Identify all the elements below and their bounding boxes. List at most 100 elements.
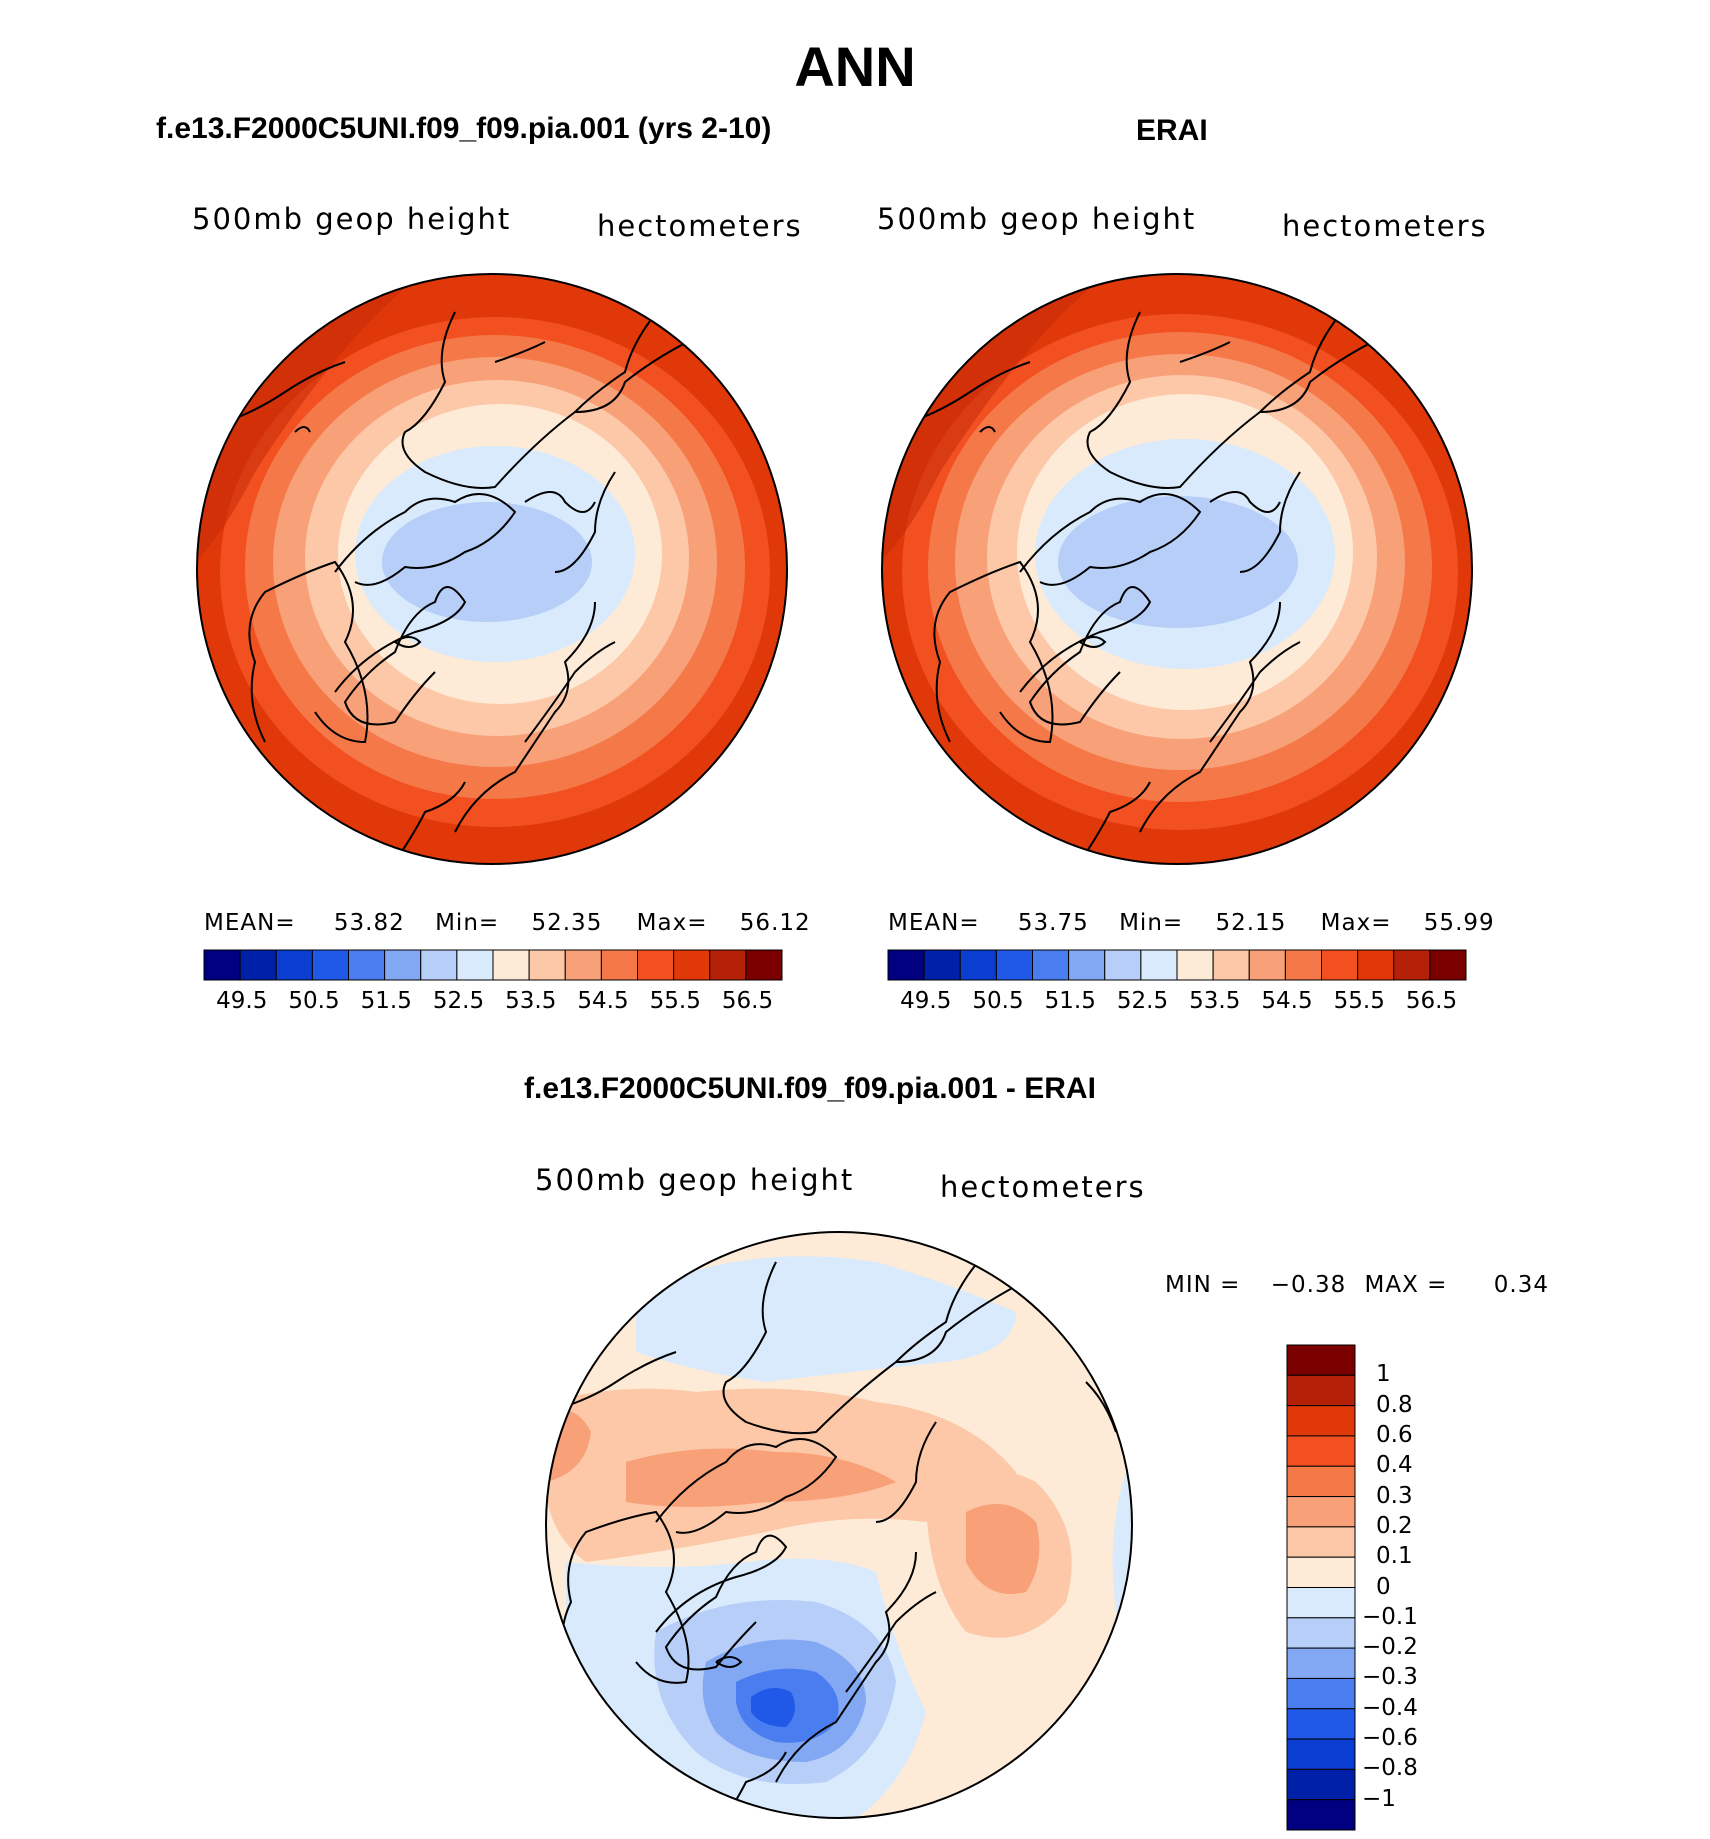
- panel1-max-value: 56.12: [739, 910, 811, 936]
- colorbar-swatch: [492, 949, 530, 981]
- colorbar-swatch: [1286, 1799, 1356, 1831]
- colorbar-swatch: [1176, 949, 1214, 981]
- difference-minmax: MIN = −0.38 MAX = 0.34: [1165, 1272, 1549, 1298]
- colorbar-tick-label: 51.5: [1044, 988, 1096, 1014]
- panel1-coastlines: [224, 291, 786, 863]
- colorbar-swatch: [1286, 1405, 1356, 1437]
- panel2-units-label: hectometers: [1282, 209, 1488, 243]
- colorbar-swatch: [709, 949, 747, 981]
- colorbar-tick-label: −1: [1362, 1785, 1396, 1812]
- panel2-mean-value: 53.75: [1017, 910, 1089, 936]
- panel1-colorbar-ticks: 49.5 50.5 51.5 52.5 53.5 54.5 55.5 56.5: [204, 988, 782, 1018]
- colorbar-tick-label: 52.5: [1116, 988, 1169, 1014]
- colorbar-tick-label: −0.2: [1362, 1634, 1418, 1661]
- colorbar-tick-label: 49.5: [216, 988, 268, 1014]
- difference-contours: [546, 1232, 1132, 1818]
- difference-min-label: MIN =: [1165, 1272, 1241, 1298]
- colorbar-tick-label: 50.5: [972, 988, 1024, 1014]
- colorbar-swatch: [1357, 949, 1395, 981]
- colorbar-swatch: [959, 949, 997, 981]
- figure-title: ANN: [794, 35, 916, 98]
- panel1-stats: MEAN= 53.82 Min= 52.35 Max= 56.12: [204, 910, 811, 936]
- colorbar-tick-label: 0.3: [1376, 1482, 1413, 1509]
- panel2-colorbar-ticks: 49.5 50.5 51.5 52.5 53.5 54.5 55.5 56.5: [888, 988, 1466, 1018]
- panel2-mean-label: MEAN=: [888, 910, 980, 936]
- colorbar-swatch: [1286, 1587, 1356, 1619]
- colorbar-swatch: [311, 949, 349, 981]
- colorbar-tick-label: 53.5: [505, 988, 557, 1014]
- colorbar-tick-label: 54.5: [1261, 988, 1313, 1014]
- colorbar-swatch: [1104, 949, 1142, 981]
- colorbar-swatch: [1286, 1496, 1356, 1528]
- colorbar-swatch: [745, 949, 783, 981]
- colorbar-tick-label: 1: [1376, 1361, 1391, 1388]
- colorbar-swatch: [1286, 1617, 1356, 1649]
- colorbar-tick-label: 0.2: [1376, 1512, 1413, 1539]
- colorbar-swatch: [528, 949, 566, 981]
- colorbar-swatch: [1393, 949, 1431, 981]
- colorbar-swatch: [384, 949, 422, 981]
- difference-max-value: 0.34: [1493, 1272, 1549, 1298]
- colorbar-swatch: [1286, 1768, 1356, 1801]
- colorbar-swatch: [1284, 949, 1322, 981]
- colorbar-swatch: [1429, 949, 1467, 981]
- panel2-min-value: 52.15: [1215, 910, 1287, 936]
- colorbar-tick-label: 0: [1376, 1573, 1391, 1600]
- difference-units-label: hectometers: [940, 1170, 1146, 1204]
- panel2-min-label: Min=: [1119, 910, 1184, 936]
- colorbar-tick-label: −0.1: [1362, 1603, 1418, 1630]
- colorbar-tick-label: −0.6: [1362, 1725, 1418, 1752]
- colorbar-tick-label: 0.1: [1376, 1543, 1413, 1570]
- colorbar-swatch: [1068, 949, 1106, 981]
- panel2-max-value: 55.99: [1423, 910, 1495, 936]
- colorbar-swatch: [1286, 1738, 1356, 1770]
- colorbar-tick-label: 0.4: [1376, 1452, 1413, 1479]
- colorbar-tick-label: 56.5: [721, 988, 774, 1014]
- colorbar-swatch: [1286, 1435, 1356, 1467]
- panel2-contours: [882, 274, 1472, 864]
- colorbar-swatch: [995, 949, 1033, 981]
- colorbar-swatch: [1286, 1677, 1356, 1710]
- panel1-units-label: hectometers: [597, 209, 803, 243]
- colorbar-tick-label: 56.5: [1405, 988, 1458, 1014]
- colorbar-swatch: [1286, 1526, 1356, 1558]
- colorbar-swatch: [1286, 1465, 1356, 1498]
- colorbar-tick-label: 0.6: [1376, 1421, 1413, 1448]
- colorbar-tick-label: 53.5: [1189, 988, 1241, 1014]
- colorbar-swatch: [1140, 949, 1178, 981]
- colorbar-swatch: [1248, 949, 1286, 981]
- colorbar-swatch: [348, 949, 386, 981]
- colorbar-tick-label: 50.5: [288, 988, 340, 1014]
- panel2-max-label: Max=: [1320, 910, 1392, 936]
- colorbar-swatch: [600, 949, 638, 981]
- difference-colorbar-ticks: 1 0.8 0.6 0.4 0.3 0.2 0.1 0 −0.1 −0.2 −0.3 −0.4 −0.6…: [1362, 1345, 1482, 1830]
- colorbar-swatch: [923, 949, 961, 981]
- colorbar-tick-label: −0.8: [1362, 1755, 1418, 1782]
- colorbar-tick-label: 51.5: [360, 988, 412, 1014]
- colorbar-swatch: [456, 949, 494, 981]
- colorbar-swatch: [239, 949, 277, 981]
- colorbar-swatch: [275, 949, 313, 981]
- difference-heading: f.e13.F2000C5UNI.f09_f09.pia.001 - ERAI: [524, 1072, 1096, 1105]
- panel1-colorbar: [203, 949, 783, 981]
- colorbar-tick-label: −0.4: [1362, 1694, 1418, 1721]
- colorbar-swatch: [1286, 1708, 1356, 1740]
- difference-variable-label: 500mb geop height: [535, 1163, 855, 1197]
- colorbar-swatch: [203, 949, 241, 981]
- panel1-mean-label: MEAN=: [204, 910, 296, 936]
- panel1-mean-value: 53.82: [333, 910, 405, 936]
- colorbar-swatch: [1286, 1374, 1356, 1407]
- panel1-contours: [197, 274, 787, 864]
- colorbar-swatch: [887, 949, 925, 981]
- panel2-map: [881, 273, 1473, 865]
- colorbar-swatch: [1212, 949, 1250, 981]
- colorbar-swatch: [1286, 1556, 1356, 1588]
- colorbar-swatch: [673, 949, 711, 981]
- colorbar-swatch: [1286, 1647, 1356, 1679]
- panel1-variable-label: 500mb geop height: [192, 202, 512, 236]
- colorbar-tick-label: 0.8: [1376, 1391, 1413, 1418]
- colorbar-swatch: [1321, 949, 1359, 981]
- colorbar-tick-label: −0.3: [1362, 1664, 1418, 1691]
- difference-colorbar: [1286, 1344, 1356, 1831]
- colorbar-tick-label: 54.5: [577, 988, 629, 1014]
